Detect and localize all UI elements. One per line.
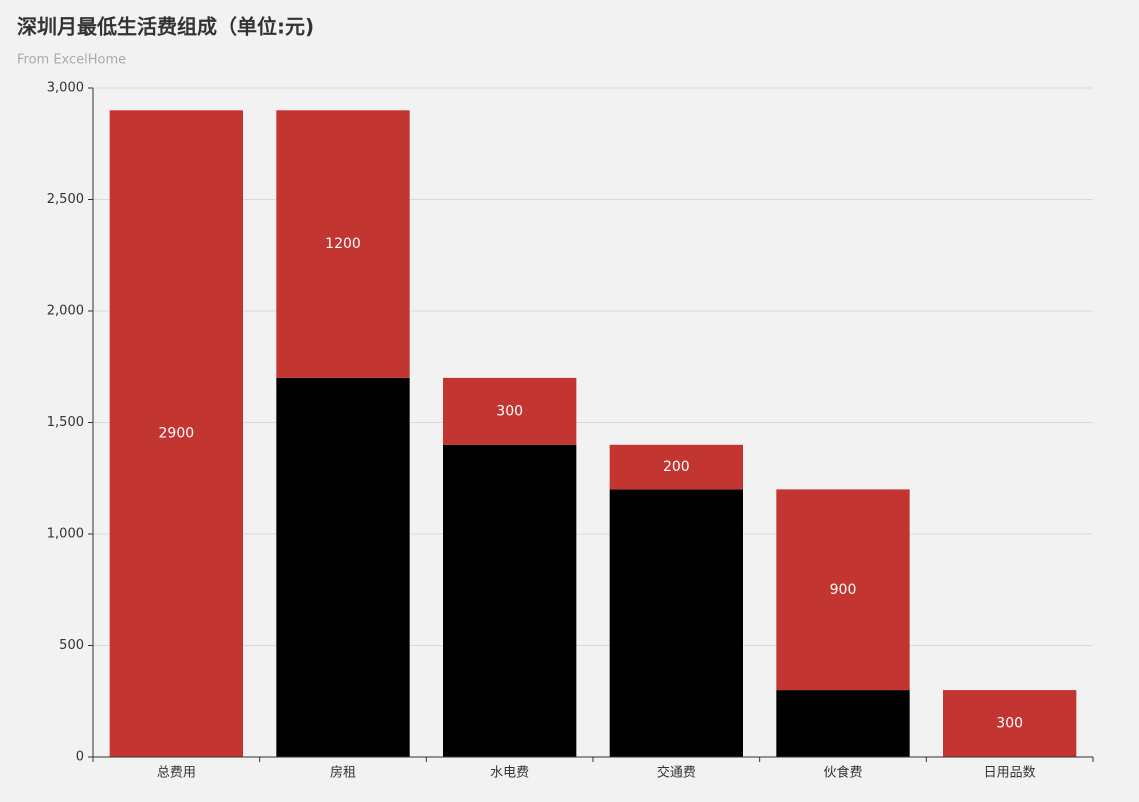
- y-tick-label: 2,500: [47, 192, 84, 207]
- chart-title: 深圳月最低生活费组成（单位:元): [17, 15, 314, 39]
- bar: [776, 690, 910, 757]
- x-tick-label: 伙食费: [823, 765, 862, 781]
- value-label: 300: [996, 716, 1023, 732]
- value-label: 1200: [325, 236, 361, 252]
- value-label: 900: [830, 582, 857, 598]
- y-tick-label: 500: [59, 638, 84, 653]
- y-tick-label: 1,500: [47, 415, 84, 430]
- bar: [109, 110, 244, 758]
- x-tick-label: 房租: [330, 765, 356, 781]
- y-tick-label: 0: [76, 750, 84, 765]
- value-label: 2900: [159, 426, 195, 442]
- bar: [443, 377, 577, 445]
- bar: [776, 489, 910, 691]
- y-tick-label: 1,000: [47, 527, 84, 542]
- bar: [276, 110, 410, 378]
- value-label: 300: [496, 403, 523, 419]
- bar: [943, 690, 1077, 757]
- y-tick-label: 2,000: [47, 304, 84, 319]
- x-tick-label: 水电费: [490, 766, 529, 781]
- x-tick-label: 总费用: [157, 766, 196, 781]
- bar: [609, 444, 743, 490]
- bar: [443, 444, 577, 757]
- x-tick-label: 交通费: [657, 765, 696, 781]
- value-label: 200: [663, 459, 690, 475]
- y-tick-label: 3,000: [47, 81, 84, 96]
- bar: [609, 489, 743, 757]
- x-tick-label: 日用品数: [984, 766, 1036, 781]
- bar: [276, 377, 410, 757]
- chart-subtitle: From ExcelHome: [17, 53, 126, 68]
